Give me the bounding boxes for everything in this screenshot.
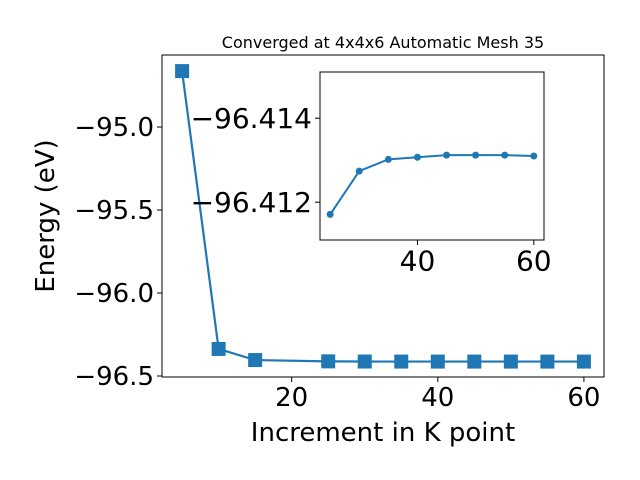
marker: [530, 152, 538, 160]
marker: [540, 354, 555, 369]
marker: [503, 354, 518, 369]
series-line: [329, 154, 534, 215]
marker: [248, 353, 263, 368]
marker: [501, 151, 509, 159]
y-tick-label: −95.0: [74, 113, 154, 143]
marker: [443, 151, 451, 159]
marker: [472, 151, 480, 159]
x-tick-label: 20: [275, 383, 308, 413]
y-tick-label: −96.5: [74, 362, 154, 392]
marker: [467, 354, 482, 369]
marker: [576, 354, 591, 369]
chart-title: Converged at 4x4x6 Automatic Mesh 35: [222, 33, 544, 52]
marker: [394, 354, 409, 369]
x-tick-label: 60: [567, 383, 600, 413]
y-tick-label: −96.412: [191, 186, 312, 219]
marker: [357, 354, 372, 369]
y-axis-label: Energy (eV): [31, 139, 61, 292]
marker: [355, 167, 363, 175]
marker: [326, 210, 334, 218]
marker: [321, 354, 336, 369]
x-tick-label: 40: [400, 244, 436, 277]
y-tick-label: −96.414: [191, 102, 312, 135]
x-tick-label: 60: [516, 244, 552, 277]
x-axis-label: Increment in K point: [251, 418, 515, 448]
marker: [413, 153, 421, 161]
marker: [384, 155, 392, 163]
y-tick-label: −96.0: [74, 279, 154, 309]
marker: [211, 341, 226, 356]
marker: [175, 64, 190, 79]
y-tick-label: −95.5: [74, 196, 154, 226]
x-tick-label: 40: [421, 383, 454, 413]
marker: [430, 354, 445, 369]
